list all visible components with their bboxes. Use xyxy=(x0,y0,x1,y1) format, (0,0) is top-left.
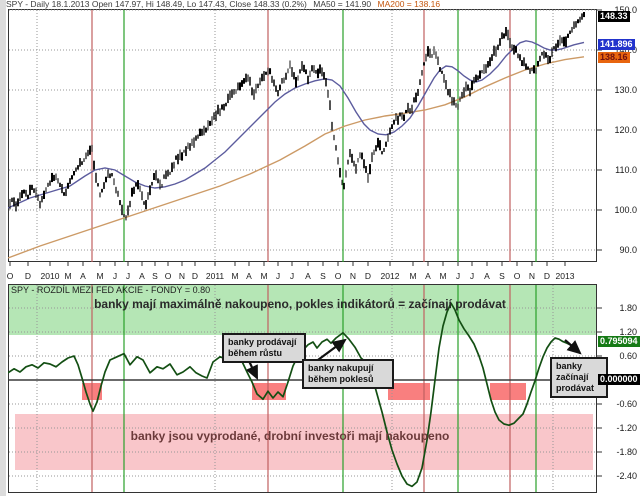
callout-line: prodávat xyxy=(556,383,595,393)
x-axis-label: A xyxy=(139,271,145,281)
callout-line: banky nakupují xyxy=(308,363,374,373)
indicator-axis-label: -0.60 xyxy=(616,399,637,409)
annotation-arrow xyxy=(564,339,582,355)
x-axis-label: J xyxy=(290,271,294,281)
price-axis-label: 130.0 xyxy=(614,85,637,95)
x-axis-label: N xyxy=(179,271,185,281)
callout-line: banky prodávají xyxy=(228,337,297,347)
callout-line: banky xyxy=(556,361,583,371)
x-axis-label: J xyxy=(113,271,117,281)
indicator-tag-zero: 0.000000 xyxy=(598,374,640,385)
pink-zone xyxy=(15,414,593,470)
ma200-line xyxy=(8,56,585,259)
x-axis-label: M xyxy=(439,271,446,281)
below-zero-highlight xyxy=(490,383,526,400)
price-tag-ma50: 141.896 xyxy=(598,39,635,50)
x-axis-label: S xyxy=(320,271,326,281)
x-axis-label: J xyxy=(456,271,460,281)
callout-line: během poklesů xyxy=(308,374,374,384)
indicator-axis-label: 1.80 xyxy=(619,303,637,313)
price-tag-ma200: 138.16 xyxy=(598,52,630,63)
indicator-axis-label: -1.80 xyxy=(616,447,637,457)
x-axis-label: O xyxy=(7,271,14,281)
indicator-axis-label: 0.60 xyxy=(619,351,637,361)
x-axis-label: 2011 xyxy=(206,271,225,281)
x-axis-label: M xyxy=(64,271,71,281)
ohlc-header: SPY - Daily 18.1.2013 Open 147.97, Hi 14… xyxy=(6,0,440,9)
x-axis-label: O xyxy=(165,271,172,281)
x-axis-label: N xyxy=(529,271,535,281)
price-axis-label: 90.0 xyxy=(619,245,637,255)
callout-banks-buy-during-declines: banky nakupují během poklesů xyxy=(302,359,394,389)
x-axis-label: S xyxy=(499,271,505,281)
x-axis-label: M xyxy=(260,271,267,281)
x-axis-label: S xyxy=(152,271,158,281)
indicator-axis-label: -1.20 xyxy=(616,423,637,433)
x-axis-label: O xyxy=(335,271,342,281)
x-axis-label: D xyxy=(25,271,31,281)
x-axis-label: J xyxy=(470,271,474,281)
price-axis-label: 120.0 xyxy=(614,125,637,135)
x-axis-label: D xyxy=(365,271,371,281)
x-axis-label: O xyxy=(514,271,521,281)
x-axis-label: A xyxy=(425,271,431,281)
price-panel[interactable] xyxy=(8,9,597,262)
ma50-value-label: MA50 = 141.90 xyxy=(313,0,372,9)
price-axis-label: 150.0 xyxy=(614,5,637,15)
x-axis-label: J xyxy=(276,271,280,281)
x-axis-label: 2012 xyxy=(381,271,400,281)
price-axis-label: 140.0 xyxy=(614,45,637,55)
x-axis-label: A xyxy=(305,271,311,281)
callout-banks-sell-during-rise: banky prodávají během růstu xyxy=(222,333,306,363)
x-axis-label: J xyxy=(126,271,130,281)
x-axis-label: M xyxy=(96,271,103,281)
x-axis-label: 2013 xyxy=(556,271,575,281)
x-axis-label: M xyxy=(231,271,238,281)
indicator-line xyxy=(8,302,576,488)
ma200-value-label: MA200 = 138.16 xyxy=(377,0,441,9)
x-axis-label: A xyxy=(80,271,86,281)
indicator-axis-label: 1.20 xyxy=(619,327,637,337)
indicator-tag-value: 0.795094 xyxy=(598,336,640,347)
x-axis-label: N xyxy=(350,271,356,281)
green-zone xyxy=(9,285,596,335)
left-margin xyxy=(0,0,6,496)
below-zero-highlight xyxy=(388,383,430,400)
x-axis-label: A xyxy=(484,271,490,281)
x-axis-label: 2010 xyxy=(41,271,60,281)
green-zone-annotation: banky mají maximálně nakoupeno, pokles i… xyxy=(94,297,506,311)
x-axis-label: A xyxy=(246,271,252,281)
price-axis-label: 110.0 xyxy=(615,165,637,175)
pink-zone-annotation: banky jsou vyprodané, drobní investoři m… xyxy=(130,429,450,443)
ohlc-text: SPY - Daily 18.1.2013 Open 147.97, Hi 14… xyxy=(6,0,307,9)
annotation-arrow xyxy=(245,360,258,380)
callout-line: během růstu xyxy=(228,348,283,358)
price-tag-close: 148.33 xyxy=(598,11,630,22)
x-axis-label: M xyxy=(409,271,416,281)
indicator-axis-label: -2.40 xyxy=(616,471,637,481)
x-axis-label: D xyxy=(192,271,198,281)
price-axis-label: 100.0 xyxy=(614,205,637,215)
callout-line: začínají xyxy=(556,372,589,382)
x-axis-label: D xyxy=(544,271,550,281)
candles xyxy=(9,11,585,221)
indicator-title: SPY - ROZDÍL MEZI FED AKCIE - FONDY = 0.… xyxy=(11,285,211,295)
